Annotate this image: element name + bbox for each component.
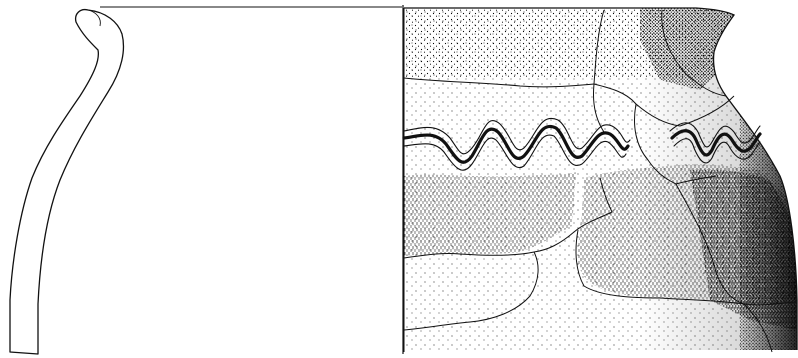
combing-left	[404, 172, 576, 256]
sherd-profile	[9, 8, 125, 355]
wavy-band	[402, 117, 762, 171]
rim-curl	[87, 9, 101, 27]
vessel-outline	[404, 7, 798, 350]
neck-stipple	[404, 8, 797, 78]
profile-section	[9, 5, 404, 355]
fracture-lines	[403, 9, 797, 353]
edge-shade	[740, 90, 797, 350]
